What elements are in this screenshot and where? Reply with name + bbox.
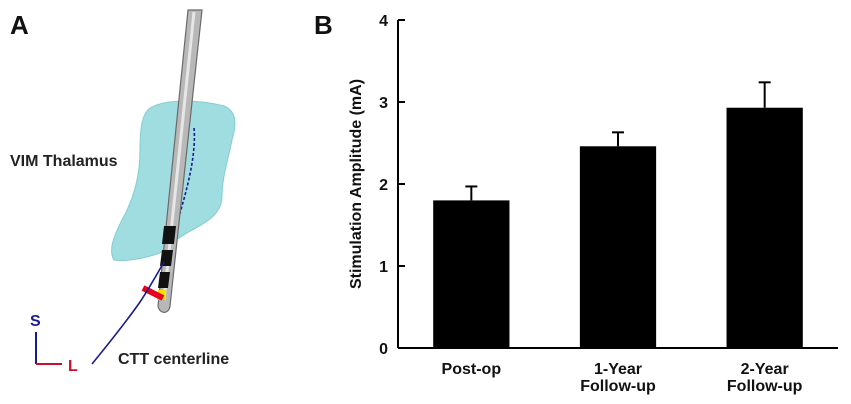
y-tick-label: 2 xyxy=(379,177,388,194)
x-tick-label-line: Post-op xyxy=(442,361,502,378)
orientation-axes: S L xyxy=(30,313,78,375)
lead-contact-3 xyxy=(158,272,170,288)
x-tick-label-line: 2-Year xyxy=(741,361,789,378)
x-tick-label: Post-op xyxy=(442,361,502,378)
x-tick-label-line: Follow-up xyxy=(727,378,803,395)
y-axis-label: Stimulation Amplitude (mA) xyxy=(348,79,365,289)
panel-b: B Stimulation Amplitude (mA) 0 1 2 3 4 Post-… xyxy=(314,10,838,395)
superior-axis-label: S xyxy=(30,313,41,330)
panel-b-label: B xyxy=(314,10,333,40)
panel-a-label: A xyxy=(10,10,29,40)
y-axis-ticks: 0 1 2 3 4 xyxy=(379,13,405,358)
y-tick-label: 4 xyxy=(379,13,388,30)
bar xyxy=(433,200,510,348)
y-tick-label: 0 xyxy=(379,341,388,358)
chart-error-bars xyxy=(465,81,771,201)
y-tick-label: 3 xyxy=(379,95,388,112)
x-tick-label-line: Follow-up xyxy=(580,378,656,395)
lead-contact-2 xyxy=(160,250,173,266)
lateral-axis-label: L xyxy=(68,358,78,375)
x-axis-ticks: Post-op 1-Year Follow-up2-Year Follow-up xyxy=(442,361,803,395)
ctt-centerline xyxy=(91,261,165,365)
chart-bars xyxy=(433,107,803,349)
lead-contact-1 xyxy=(162,226,176,244)
x-tick-label-line: 1-Year xyxy=(594,361,642,378)
y-tick-label: 1 xyxy=(379,259,388,276)
ctt-centerline-label: CTT centerline xyxy=(118,351,229,368)
panel-a: A VIM Thalamus CTT centerline S L xyxy=(10,9,236,375)
bar xyxy=(726,107,803,349)
bar xyxy=(579,146,657,348)
x-tick-label: 1-Year Follow-up xyxy=(580,361,656,395)
lead-contact-active-red xyxy=(141,285,165,301)
dbs-lead xyxy=(141,9,203,313)
x-tick-label: 2-Year Follow-up xyxy=(727,361,803,395)
vim-thalamus-label: VIM Thalamus xyxy=(10,153,118,170)
